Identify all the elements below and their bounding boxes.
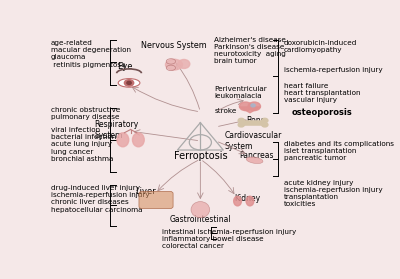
Ellipse shape (166, 59, 182, 70)
Circle shape (238, 118, 244, 123)
Text: intestinal ischemia-reperfusion injury
inflammatory bowel disease
colorectal can: intestinal ischemia-reperfusion injury i… (162, 229, 296, 249)
Text: drug-induced liver injury
ischemia-reperfusion injury
chronic liver diseases
hep: drug-induced liver injury ischemia-reper… (51, 185, 149, 213)
Text: doxorubicin-induced
cardiomyopathy: doxorubicin-induced cardiomyopathy (284, 40, 358, 53)
Text: Pancreas: Pancreas (239, 151, 274, 160)
Text: ischemia-reperfusion injury: ischemia-reperfusion injury (284, 67, 383, 73)
Text: Alzheimer's disease
Parkinson's disease
neurotoxicity  aging
brain tumor: Alzheimer's disease Parkinson's disease … (214, 37, 286, 64)
Text: acute kidney injury
ischemia-reperfusion injury
transplantation
toxicities: acute kidney injury ischemia-reperfusion… (284, 180, 383, 207)
Text: Nervous System: Nervous System (141, 41, 207, 50)
Text: Cardiovascular
System: Cardiovascular System (224, 131, 282, 151)
Text: heart failure
heart transplantation
vascular injury: heart failure heart transplantation vasc… (284, 83, 360, 104)
Circle shape (248, 102, 260, 110)
Ellipse shape (132, 133, 144, 147)
Circle shape (262, 123, 268, 127)
Text: stroke: stroke (214, 108, 237, 114)
Ellipse shape (178, 59, 190, 69)
Text: Liver: Liver (135, 187, 156, 196)
Ellipse shape (117, 133, 129, 147)
Circle shape (124, 80, 134, 86)
Circle shape (127, 81, 131, 84)
Text: viral infection
bacterial infection
acute lung injury
lung cancer
bronchial asth: viral infection bacterial infection acut… (51, 127, 116, 162)
Text: Periventricular
leukomalacia: Periventricular leukomalacia (214, 86, 267, 99)
Circle shape (262, 118, 268, 123)
Text: Eye: Eye (117, 62, 132, 71)
Text: chronic obstructive
pulmonary disease: chronic obstructive pulmonary disease (51, 107, 120, 120)
Text: Kidney: Kidney (234, 194, 260, 203)
Ellipse shape (234, 196, 242, 206)
Circle shape (240, 102, 252, 110)
Polygon shape (240, 107, 260, 113)
Text: osteoporosis: osteoporosis (292, 108, 352, 117)
Ellipse shape (191, 202, 210, 218)
Circle shape (238, 123, 244, 127)
FancyBboxPatch shape (139, 191, 173, 209)
Text: Respiratory
System: Respiratory System (94, 121, 139, 140)
Circle shape (251, 104, 255, 107)
Text: Bone: Bone (246, 116, 266, 124)
Ellipse shape (246, 196, 254, 206)
Text: Ferroptosis: Ferroptosis (174, 151, 227, 161)
Ellipse shape (246, 157, 263, 163)
Text: Gastrointestinal: Gastrointestinal (170, 215, 231, 224)
Text: diabetes and its complications
islet transplantation
pancreatic tumor: diabetes and its complications islet tra… (284, 141, 394, 161)
Text: age-related
macular degeneration
glaucoma
 retinitis pigmentosa: age-related macular degeneration glaucom… (51, 40, 131, 68)
Ellipse shape (118, 79, 140, 87)
